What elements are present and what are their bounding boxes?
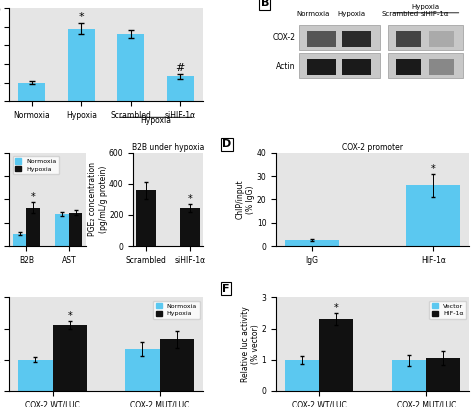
Bar bbox=[319, 319, 354, 391]
Bar bbox=[426, 358, 460, 391]
Bar bbox=[396, 31, 421, 47]
Bar bbox=[160, 339, 194, 391]
Bar bbox=[406, 186, 460, 246]
Bar bbox=[342, 59, 371, 75]
Legend: Normoxia, Hypoxia: Normoxia, Hypoxia bbox=[153, 300, 200, 319]
Text: B: B bbox=[261, 0, 269, 8]
Text: *: * bbox=[187, 194, 192, 204]
Bar bbox=[117, 34, 145, 101]
Bar bbox=[125, 349, 160, 391]
Legend: Normoxia, Hypoxia: Normoxia, Hypoxia bbox=[13, 156, 59, 174]
Bar bbox=[18, 83, 46, 101]
Bar bbox=[53, 326, 87, 391]
Text: *: * bbox=[431, 164, 436, 174]
Bar bbox=[299, 53, 381, 78]
Bar bbox=[167, 76, 194, 101]
Text: D: D bbox=[222, 139, 231, 149]
Text: #: # bbox=[175, 63, 185, 73]
Bar bbox=[342, 31, 371, 47]
Y-axis label: PGE₂ concentration
(pg/mL/g protein): PGE₂ concentration (pg/mL/g protein) bbox=[88, 162, 108, 236]
Text: Hypoxia: Hypoxia bbox=[412, 4, 440, 10]
Bar bbox=[388, 53, 464, 78]
Bar bbox=[13, 234, 27, 246]
Bar bbox=[180, 208, 200, 246]
Text: *: * bbox=[31, 192, 36, 202]
Text: F: F bbox=[222, 284, 229, 294]
Bar bbox=[69, 213, 82, 246]
Bar bbox=[18, 360, 53, 391]
Text: Scrambled: Scrambled bbox=[381, 11, 418, 17]
Text: Actin: Actin bbox=[276, 62, 295, 71]
Bar bbox=[285, 240, 339, 246]
Bar bbox=[137, 190, 156, 246]
Text: *: * bbox=[79, 12, 84, 22]
Text: *: * bbox=[334, 303, 338, 313]
Bar bbox=[55, 214, 69, 246]
Bar bbox=[307, 59, 336, 75]
Bar bbox=[428, 59, 454, 75]
Text: siHIF-1α: siHIF-1α bbox=[420, 11, 449, 17]
Bar bbox=[396, 59, 421, 75]
Bar bbox=[307, 31, 336, 47]
Bar bbox=[388, 25, 464, 50]
Y-axis label: Relative luc activity
(% vector): Relative luc activity (% vector) bbox=[241, 306, 260, 382]
Title: COX-2 promoter: COX-2 promoter bbox=[342, 143, 403, 152]
Text: Hypoxia: Hypoxia bbox=[140, 116, 171, 125]
Bar bbox=[299, 25, 381, 50]
Bar bbox=[27, 208, 40, 246]
Legend: Vector, HIF-1α: Vector, HIF-1α bbox=[429, 300, 466, 319]
Text: Hypoxia: Hypoxia bbox=[337, 11, 365, 17]
Y-axis label: ChIP/input
(% IgG): ChIP/input (% IgG) bbox=[236, 179, 255, 219]
Bar bbox=[68, 28, 95, 101]
Text: COX-2: COX-2 bbox=[273, 33, 295, 42]
Bar bbox=[392, 360, 426, 391]
Text: *: * bbox=[67, 311, 72, 321]
Bar bbox=[285, 360, 319, 391]
Title: B2B under hypoxia: B2B under hypoxia bbox=[132, 143, 204, 152]
Bar bbox=[428, 31, 454, 47]
Text: Normoxia: Normoxia bbox=[296, 11, 329, 17]
